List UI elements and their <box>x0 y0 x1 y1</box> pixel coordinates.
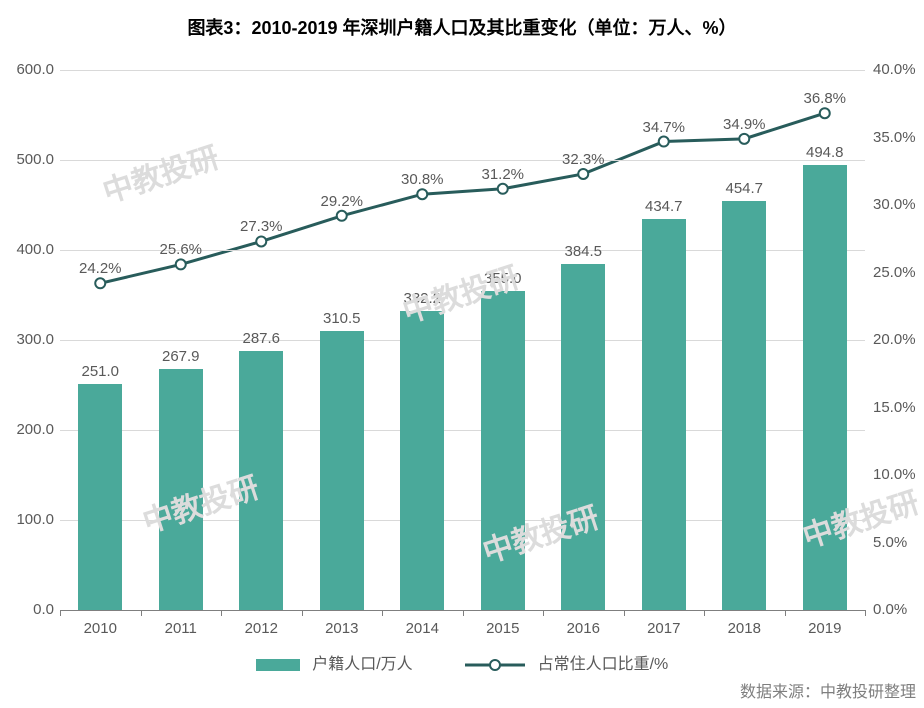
legend-item-line: 占常住人口比重/% <box>465 650 668 674</box>
y-right-tick-label: 5.0% <box>873 534 907 551</box>
bar <box>481 291 525 611</box>
y-right-tick-label: 25.0% <box>873 264 916 281</box>
line-marker <box>176 259 186 269</box>
bar-value-label: 494.8 <box>806 144 844 161</box>
x-tick <box>865 610 866 616</box>
x-tick <box>221 610 222 616</box>
y-left-tick-label: 400.0 <box>4 241 54 258</box>
bar <box>722 201 766 610</box>
bar-value-label: 355.0 <box>484 270 522 287</box>
y-right-tick-label: 20.0% <box>873 331 916 348</box>
x-tick-label: 2018 <box>728 620 761 637</box>
line-value-label: 25.6% <box>159 241 202 258</box>
x-tick-label: 2019 <box>808 620 841 637</box>
y-right-tick-label: 30.0% <box>873 196 916 213</box>
chart-title: 图表3：2010-2019 年深圳户籍人口及其比重变化（单位：万人、%） <box>0 14 924 40</box>
y-left-tick-label: 0.0 <box>4 601 54 618</box>
bar <box>239 351 283 610</box>
y-left-tick-label: 300.0 <box>4 331 54 348</box>
line-value-label: 34.9% <box>723 116 766 133</box>
x-tick <box>704 610 705 616</box>
x-tick-label: 2015 <box>486 620 519 637</box>
x-tick <box>141 610 142 616</box>
legend-item-bars: 户籍人口/万人 <box>256 650 413 674</box>
x-tick-label: 2016 <box>567 620 600 637</box>
y-right-tick-label: 15.0% <box>873 399 916 416</box>
bar-value-label: 287.6 <box>242 330 280 347</box>
line-value-label: 34.7% <box>642 119 685 136</box>
line-value-label: 29.2% <box>320 193 363 210</box>
line-marker <box>659 137 669 147</box>
grid-line <box>60 160 865 161</box>
line-swatch-icon <box>465 658 525 672</box>
bar <box>803 165 847 610</box>
line-value-label: 27.3% <box>240 218 283 235</box>
bar <box>642 219 686 610</box>
line-marker <box>578 169 588 179</box>
x-tick-label: 2017 <box>647 620 680 637</box>
line-value-label: 31.2% <box>481 166 524 183</box>
x-tick <box>302 610 303 616</box>
y-left-tick-label: 100.0 <box>4 511 54 528</box>
bar-value-label: 267.9 <box>162 348 200 365</box>
line-path <box>100 113 825 283</box>
data-source-label: 数据来源：中教投研整理 <box>740 678 916 702</box>
bar <box>400 311 444 610</box>
bar-value-label: 310.5 <box>323 310 361 327</box>
bar-swatch-icon <box>256 659 300 671</box>
y-left-tick-label: 500.0 <box>4 151 54 168</box>
bar-value-label: 434.7 <box>645 198 683 215</box>
y-right-tick-label: 40.0% <box>873 61 916 78</box>
line-marker <box>820 108 830 118</box>
line-value-label: 36.8% <box>803 90 846 107</box>
line-value-label: 24.2% <box>79 260 122 277</box>
bar <box>159 369 203 610</box>
line-marker <box>498 184 508 194</box>
x-tick <box>382 610 383 616</box>
bar-value-label: 454.7 <box>725 180 763 197</box>
y-right-tick-label: 0.0% <box>873 601 907 618</box>
y-left-tick-label: 200.0 <box>4 421 54 438</box>
legend-line-label: 占常住人口比重/% <box>538 656 669 673</box>
x-tick-label: 2010 <box>84 620 117 637</box>
bar <box>561 264 605 610</box>
line-value-label: 30.8% <box>401 171 444 188</box>
bar-value-label: 384.5 <box>564 243 602 260</box>
line-marker <box>95 278 105 288</box>
x-tick <box>60 610 61 616</box>
x-tick-label: 2014 <box>406 620 439 637</box>
grid-line <box>60 70 865 71</box>
y-left-tick-label: 600.0 <box>4 61 54 78</box>
bar <box>320 331 364 610</box>
x-tick <box>543 610 544 616</box>
bar-value-label: 332.2 <box>403 290 441 307</box>
y-right-tick-label: 10.0% <box>873 466 916 483</box>
y-right-tick-label: 35.0% <box>873 129 916 146</box>
x-tick-label: 2012 <box>245 620 278 637</box>
x-tick <box>785 610 786 616</box>
line-marker <box>417 189 427 199</box>
chart-legend: 户籍人口/万人 占常住人口比重/% <box>0 650 924 674</box>
line-marker <box>337 211 347 221</box>
line-marker <box>256 236 266 246</box>
bar <box>78 384 122 610</box>
legend-bar-label: 户籍人口/万人 <box>312 656 412 673</box>
bar-value-label: 251.0 <box>81 363 119 380</box>
x-tick-label: 2011 <box>165 620 197 637</box>
plot-area: 0.0100.0200.0300.0400.0500.0600.00.0%5.0… <box>60 70 865 610</box>
x-tick <box>624 610 625 616</box>
x-tick <box>463 610 464 616</box>
x-tick-label: 2013 <box>325 620 358 637</box>
line-marker <box>739 134 749 144</box>
line-value-label: 32.3% <box>562 151 605 168</box>
